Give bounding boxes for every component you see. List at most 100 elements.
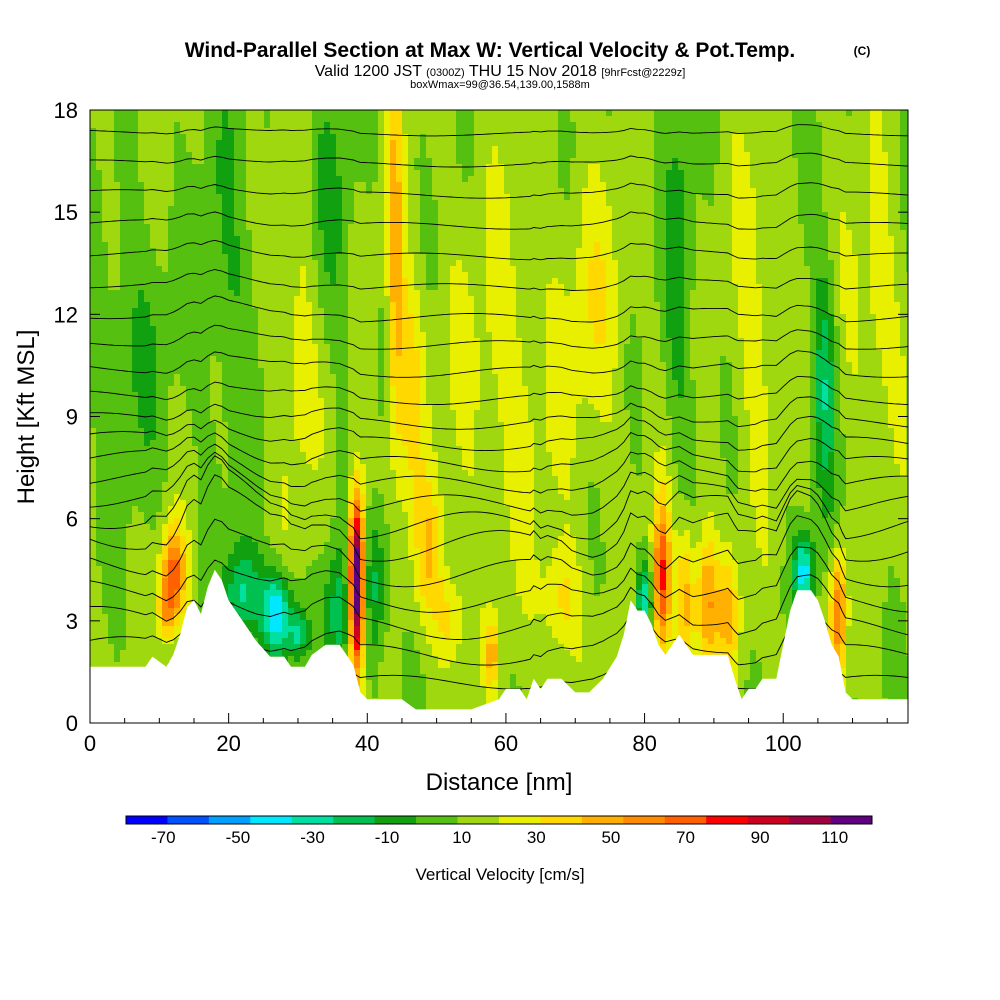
w-cell [330,230,337,237]
w-cell [156,188,163,195]
w-cell [372,308,379,315]
w-cell [126,656,133,663]
w-cell [336,482,343,489]
w-cell [192,524,199,531]
w-cell [126,236,133,243]
w-cell [102,242,109,249]
w-cell [138,110,145,117]
w-cell [318,590,325,597]
w-cell [342,578,349,585]
w-cell [228,500,235,507]
w-cell [132,188,139,195]
w-cell [234,116,241,123]
w-cell [288,350,295,357]
w-cell [204,488,211,495]
w-cell [108,230,115,237]
w-cell [312,212,319,219]
w-cell [204,110,211,117]
w-cell [96,254,103,261]
w-cell [360,512,367,519]
w-cell [204,362,211,369]
w-cell [264,386,271,393]
w-cell [336,410,343,417]
w-cell [288,362,295,369]
w-cell [246,182,253,189]
w-cell [174,494,181,501]
w-cell [234,368,241,375]
w-cell [330,464,337,471]
w-cell [102,182,109,189]
w-cell [138,386,145,393]
w-cell [210,428,217,435]
w-cell [318,362,325,369]
w-cell [228,122,235,129]
w-cell [270,248,277,255]
w-cell [366,200,373,207]
w-cell [150,608,157,615]
w-cell [276,518,283,525]
w-cell [222,488,229,495]
w-cell [210,524,217,531]
w-cell [276,410,283,417]
w-cell [366,668,373,675]
w-cell [120,116,127,123]
w-cell [162,566,169,573]
w-cell [144,380,151,387]
w-cell [228,116,235,123]
w-cell [318,398,325,405]
w-cell [276,320,283,327]
w-cell [156,230,163,237]
w-cell [216,404,223,411]
w-cell [150,416,157,423]
w-cell [252,302,259,309]
w-cell [90,470,97,477]
w-cell [300,596,307,603]
w-cell [108,248,115,255]
w-cell [240,590,247,597]
w-cell [342,500,349,507]
w-cell [270,590,277,597]
w-cell [204,482,211,489]
w-cell [294,620,301,627]
w-cell [108,140,115,147]
w-cell [234,584,241,591]
w-cell [144,386,151,393]
w-cell [348,638,355,645]
w-cell [276,332,283,339]
w-cell [144,392,151,399]
w-cell [126,596,133,603]
w-cell [90,662,97,669]
w-cell [168,554,175,561]
w-cell [228,452,235,459]
w-cell [204,356,211,363]
w-cell [270,626,277,633]
w-cell [282,248,289,255]
w-cell [132,368,139,375]
w-cell [216,236,223,243]
w-cell [240,266,247,273]
w-cell [162,212,169,219]
w-cell [294,170,301,177]
w-cell [168,470,175,477]
w-cell [324,392,331,399]
w-cell [156,470,163,477]
w-cell [288,176,295,183]
w-cell [354,170,361,177]
w-cell [360,476,367,483]
w-cell [126,362,133,369]
w-cell [102,482,109,489]
w-cell [270,434,277,441]
w-cell [252,236,259,243]
w-cell [246,266,253,273]
w-cell [96,374,103,381]
w-cell [312,494,319,501]
w-cell [150,272,157,279]
w-cell [348,362,355,369]
w-cell [138,206,145,213]
w-cell [144,422,151,429]
w-cell [216,350,223,357]
w-cell [222,158,229,165]
w-cell [282,416,289,423]
w-cell [348,440,355,447]
w-cell [240,488,247,495]
